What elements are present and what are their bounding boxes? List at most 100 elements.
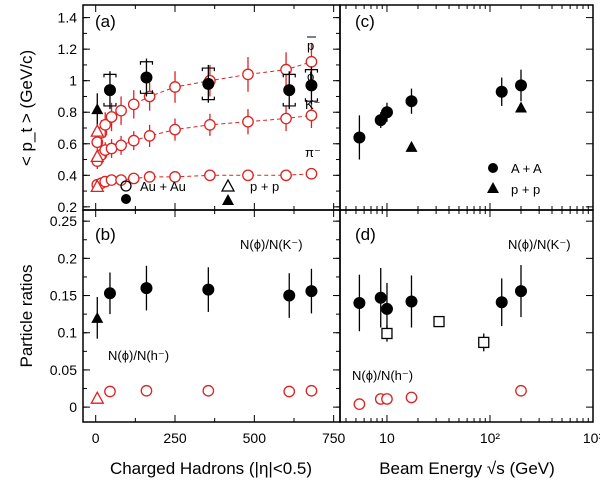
filled-circle-marker <box>514 79 527 92</box>
open-circle-marker <box>105 174 118 186</box>
open-circle-marker <box>305 55 318 68</box>
legend-a: Au + Au p + p <box>120 178 279 205</box>
y-tick-label: 1.2 <box>58 41 78 57</box>
open-circle-marker <box>169 171 181 183</box>
y-tick-label: 1.4 <box>58 10 78 26</box>
syst-bracket-top <box>139 61 154 65</box>
x-tick-label-log: 10³ <box>583 430 600 446</box>
panel-label-c: (c) <box>355 12 375 31</box>
open-triangle-marker <box>90 178 105 192</box>
legend-open-circle <box>120 180 132 192</box>
legend-auau-label: Au + Au <box>140 179 186 194</box>
axis-ticks: 0.20.40.60.811.21.400.050.10.150.20.250 2… <box>50 5 600 446</box>
x-tick-label-log: 10 <box>379 430 395 446</box>
filled-triangle-marker <box>405 140 418 152</box>
annotation-phi-h-b: N(ϕ)/N(h⁻) <box>108 348 169 363</box>
open-circle-marker <box>353 398 366 410</box>
legend-aa-label: A + A <box>511 161 542 176</box>
legend-aa-marker <box>488 163 498 173</box>
filled-circle-marker <box>405 295 418 308</box>
annotation-phi-h-d: N(ϕ)/N(h⁻) <box>352 368 413 383</box>
open-circle-marker <box>127 134 140 147</box>
open-circle-marker <box>405 391 418 404</box>
open-circle-marker <box>381 393 393 405</box>
y-axis-title-bottom: Particle ratios <box>17 265 36 368</box>
open-circle-marker <box>204 118 216 131</box>
x-tick-label: 250 <box>163 430 187 446</box>
filled-circle-marker <box>140 71 153 84</box>
legend-pp-label-c: p + p <box>511 182 540 197</box>
y-tick-label: 0.6 <box>58 136 78 152</box>
legend-pp-marker <box>487 182 499 193</box>
filled-circle-marker <box>380 106 393 119</box>
open-circle-marker <box>115 104 127 117</box>
syst-bracket-top <box>201 67 215 72</box>
curve-label-kaon: K⁻ <box>305 97 321 112</box>
filled-circle-marker <box>103 84 116 97</box>
annotation-phi-k-b: N(ϕ)/N(K⁻) <box>240 237 303 252</box>
open-circle-marker <box>169 81 181 93</box>
open-circle-marker <box>305 384 318 397</box>
syst-bracket-top <box>103 73 117 78</box>
panel-label-b: (b) <box>95 225 116 244</box>
open-circle-marker <box>105 142 118 155</box>
open-triangle-marker <box>90 123 105 137</box>
open-circle-marker <box>169 123 181 136</box>
syst-bracket-bottom <box>282 102 296 107</box>
legend-filled-triangle <box>222 194 234 205</box>
filled-circle-marker <box>495 296 508 309</box>
filled-triangle-marker <box>91 311 104 323</box>
open-circle-marker <box>104 385 116 398</box>
open-circle-marker <box>99 118 112 131</box>
panel-label-d: (d) <box>355 225 376 244</box>
open-circle-marker <box>283 385 296 398</box>
filled-circle-marker <box>283 84 296 97</box>
panel-label-a: (a) <box>95 12 116 31</box>
filled-circle-marker <box>305 79 318 92</box>
filled-circle-marker <box>405 95 418 108</box>
open-square-marker <box>433 315 445 328</box>
open-circle-marker <box>105 111 118 123</box>
filled-circle-marker <box>514 285 527 298</box>
y-tick-label: 0.05 <box>50 362 77 378</box>
curve-label-phi: ϕ <box>307 69 314 84</box>
legend-pp-label: p + p <box>250 179 279 194</box>
x-tick-label-log: 10² <box>480 430 501 446</box>
y-tick-label: 0.4 <box>58 167 78 183</box>
open-triangle-marker <box>90 390 105 404</box>
filled-circle-marker <box>374 291 387 304</box>
x-axis-title-left: Charged Hadrons (|η|<0.5) <box>110 459 312 478</box>
open-circle-marker <box>115 139 127 152</box>
open-circle-marker <box>127 98 140 111</box>
filled-circle-marker <box>283 289 296 302</box>
y-tick-label: 0.15 <box>50 288 77 304</box>
x-tick-label: 500 <box>243 430 267 446</box>
open-circle-marker <box>242 115 254 128</box>
open-circle-marker <box>280 169 292 182</box>
open-square-marker <box>381 327 393 340</box>
filled-circle-marker <box>202 77 215 90</box>
panel-c-frame <box>339 4 594 211</box>
y-axis-title-top: < p_t > (GeV/c) <box>17 50 36 166</box>
open-square-marker <box>478 336 490 349</box>
x-axis-title-right: Beam Energy √s (GeV) <box>379 459 555 478</box>
filled-circle-marker <box>380 302 393 315</box>
filled-circle-marker <box>202 283 215 296</box>
y-tick-label: 0.25 <box>50 213 77 229</box>
filled-circle-marker <box>495 85 508 98</box>
x-tick-label: 0 <box>92 430 100 446</box>
filled-circle-marker <box>353 296 366 309</box>
y-tick-label: 0.2 <box>58 250 78 266</box>
curve-label-pion: π⁻ <box>305 145 321 160</box>
syst-bracket-bottom <box>201 96 215 101</box>
x-tick-label: 750 <box>322 430 346 446</box>
open-circle-marker <box>305 109 318 122</box>
fit-line <box>96 114 312 162</box>
open-circle-marker <box>143 171 156 183</box>
open-circle-marker <box>143 130 156 142</box>
legend-open-triangle <box>220 178 236 192</box>
open-triangle-marker <box>90 149 105 163</box>
syst-bracket-top <box>304 69 319 73</box>
legend-filled-circle <box>121 194 131 204</box>
